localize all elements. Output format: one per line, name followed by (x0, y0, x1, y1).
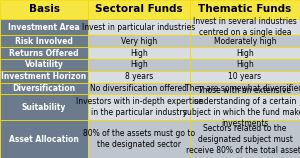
Text: 8 years: 8 years (125, 72, 153, 81)
Bar (88, 120, 190, 158)
Bar (88, 94, 190, 120)
Bar (190, 19, 300, 35)
Text: 10 years: 10 years (228, 72, 262, 81)
Bar (0, 35, 88, 47)
Text: Diversification: Diversification (12, 84, 76, 93)
Bar (190, 47, 300, 59)
Bar (88, 35, 190, 47)
Text: High: High (236, 49, 254, 58)
Bar (190, 120, 300, 158)
Text: Thematic Funds: Thematic Funds (198, 4, 292, 14)
Text: Asset Allocation: Asset Allocation (9, 135, 79, 144)
Bar (190, 0, 300, 19)
Text: Invest in several industries
centred on a single idea: Invest in several industries centred on … (193, 17, 297, 37)
Bar (88, 0, 190, 19)
Text: Returns Offered: Returns Offered (9, 49, 79, 58)
Text: Very high: Very high (121, 37, 157, 46)
Bar (190, 82, 300, 94)
Bar (0, 71, 88, 82)
Bar (0, 0, 88, 19)
Text: Investment Horizon: Investment Horizon (2, 72, 87, 81)
Text: Investors with in-depth expertise
in the particular industry: Investors with in-depth expertise in the… (76, 97, 202, 117)
Text: 80% of the assets must go to
the designated sector: 80% of the assets must go to the designa… (83, 129, 195, 149)
Bar (190, 94, 300, 120)
Text: Basis: Basis (28, 4, 59, 14)
Bar (0, 59, 88, 71)
Text: Sectors related to the
designated subject must
receive 80% of the total assets: Sectors related to the designated subjec… (186, 124, 300, 155)
Bar (0, 82, 88, 94)
Bar (88, 47, 190, 59)
Text: Investment Area: Investment Area (8, 23, 80, 32)
Bar (88, 59, 190, 71)
Bar (0, 120, 88, 158)
Bar (0, 47, 88, 59)
Text: High: High (130, 49, 148, 58)
Text: Moderately high: Moderately high (214, 37, 276, 46)
Text: Sectoral Funds: Sectoral Funds (95, 4, 183, 14)
Bar (190, 35, 300, 47)
Bar (88, 71, 190, 82)
Bar (88, 82, 190, 94)
Text: Those with an extensive
understanding of a certain
subject in which the fund mak: Those with an extensive understanding of… (183, 86, 300, 128)
Text: Risk Involved: Risk Involved (15, 37, 73, 46)
Text: No diversification offered: No diversification offered (91, 84, 188, 93)
Bar (190, 71, 300, 82)
Text: Invest in particular industries: Invest in particular industries (82, 23, 196, 32)
Text: They are somewhat diversified.: They are somewhat diversified. (185, 84, 300, 93)
Text: High: High (130, 60, 148, 69)
Text: Suitability: Suitability (22, 103, 66, 112)
Text: High: High (236, 60, 254, 69)
Bar (190, 59, 300, 71)
Bar (0, 19, 88, 35)
Text: Volatility: Volatility (25, 60, 63, 69)
Bar (0, 94, 88, 120)
Bar (88, 19, 190, 35)
